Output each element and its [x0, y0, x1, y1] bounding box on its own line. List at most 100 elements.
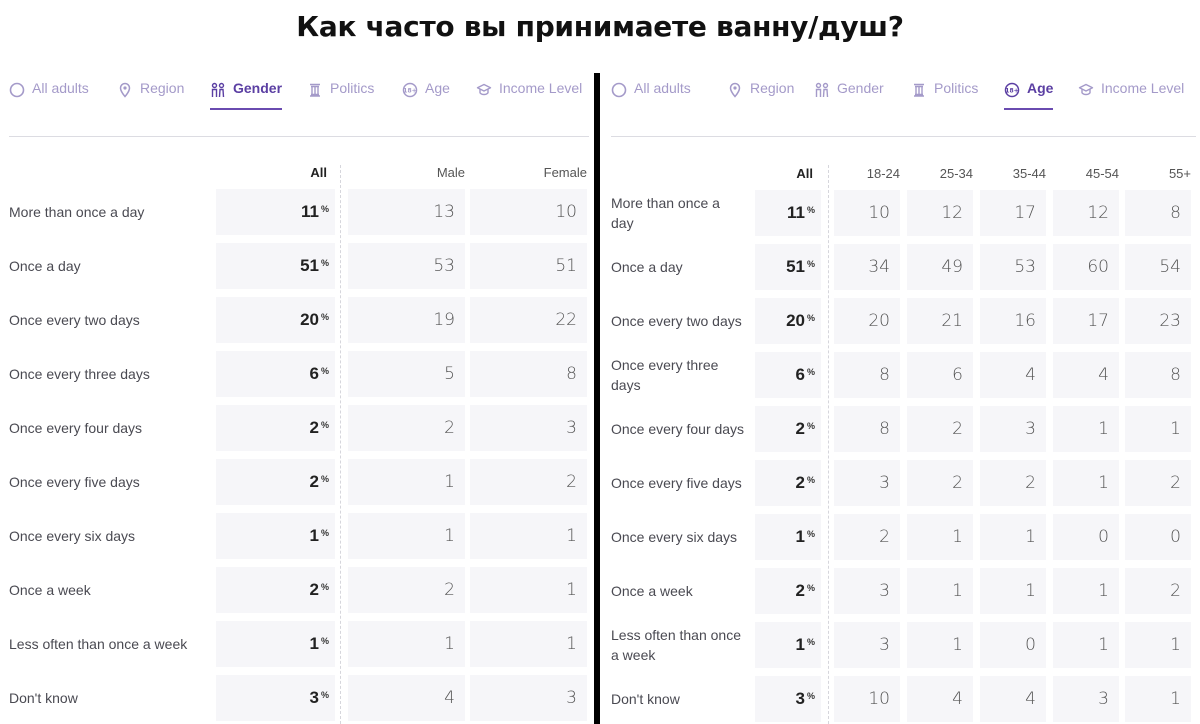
- value-text: 1: [1098, 635, 1109, 655]
- value-text: 13: [433, 202, 455, 222]
- percent-sign: %: [806, 583, 815, 593]
- cell-value: 1: [348, 459, 465, 505]
- value-text: 1: [566, 634, 577, 654]
- all-value: 20: [300, 310, 319, 329]
- tab-age[interactable]: 18+ Age: [1004, 80, 1054, 112]
- cell-value: 2: [470, 459, 587, 505]
- tab-region[interactable]: Region: [727, 80, 794, 112]
- row-label: More than once a day: [611, 195, 720, 231]
- value-text: 54: [1159, 257, 1181, 277]
- row-label: Once every four days: [9, 420, 143, 436]
- cell-all: 6%: [755, 352, 821, 398]
- column-header-all: All: [310, 165, 327, 180]
- value-text: 20: [868, 311, 890, 331]
- all-value: 2: [309, 418, 319, 437]
- tab-region[interactable]: Region: [117, 80, 184, 112]
- tab-label: All adults: [32, 80, 89, 96]
- all-value: 11: [787, 203, 805, 222]
- circle-icon: [9, 82, 25, 98]
- cell-value: 2: [348, 567, 465, 613]
- cell-value: 3: [470, 405, 587, 451]
- value-text: 1: [952, 581, 963, 601]
- cell-value: 20: [834, 298, 900, 344]
- cell-value: 1: [348, 621, 465, 667]
- all-column-separator: [340, 165, 341, 724]
- value-text: 2: [879, 527, 890, 547]
- cell-all: 11%: [216, 189, 335, 235]
- cell-value: 12: [1053, 190, 1119, 236]
- tab-politics[interactable]: Politics: [307, 80, 374, 112]
- value-text: 1: [952, 635, 963, 655]
- cell-all: 51%: [755, 244, 821, 290]
- value-text: 0: [1098, 527, 1109, 547]
- value-text: 3: [879, 581, 890, 601]
- cell-value: 3: [834, 568, 900, 614]
- all-value: 6: [309, 364, 319, 383]
- gender-icon: [211, 82, 225, 98]
- value-text: 8: [879, 365, 890, 385]
- cell-value: 1: [1053, 460, 1119, 506]
- all-value: 1: [795, 527, 805, 546]
- value-text: 0: [1170, 527, 1181, 547]
- cell-value: 0: [1053, 514, 1119, 560]
- cell-all: 2%: [755, 568, 821, 614]
- cell-value: 4: [348, 675, 465, 721]
- cell-value: 53: [980, 244, 1046, 290]
- cell-value: 8: [1125, 190, 1191, 236]
- tab-income[interactable]: Income Level: [1078, 80, 1184, 112]
- cell-all: 3%: [216, 675, 335, 721]
- value-text: 49: [941, 257, 963, 277]
- row-label: Once every five days: [9, 474, 140, 490]
- percent-sign: %: [806, 367, 815, 377]
- cell-value: 10: [834, 676, 900, 722]
- column-header-all: All: [796, 166, 813, 181]
- cell-value: 17: [1053, 298, 1119, 344]
- percent-sign: %: [320, 204, 329, 214]
- value-text: 4: [952, 689, 963, 709]
- tab-all[interactable]: All adults: [611, 80, 691, 112]
- panel-divider: [594, 73, 600, 724]
- cell-value: 49: [907, 244, 973, 290]
- all-value: 3: [309, 688, 319, 707]
- tab-all[interactable]: All adults: [9, 80, 89, 112]
- value-text: 6: [952, 365, 963, 385]
- row-label: Once a day: [9, 258, 81, 274]
- cell-value: 3: [1053, 676, 1119, 722]
- value-text: 17: [1014, 203, 1036, 223]
- cell-value: 1: [1053, 568, 1119, 614]
- column-header: 25-34: [939, 166, 973, 181]
- value-text: 1: [952, 527, 963, 547]
- value-text: 10: [868, 203, 890, 223]
- tab-label: Politics: [934, 80, 979, 96]
- value-text: 0: [1025, 635, 1036, 655]
- tab-politics[interactable]: Politics: [911, 80, 978, 112]
- value-text: 34: [868, 257, 890, 277]
- row-label: Once every three days: [611, 357, 719, 393]
- all-value: 2: [309, 472, 319, 491]
- percent-sign: %: [320, 474, 329, 484]
- tab-income[interactable]: Income Level: [476, 80, 582, 112]
- value-text: 2: [1025, 473, 1036, 493]
- tab-age[interactable]: 18+ Age: [402, 80, 450, 112]
- column-header: Female: [543, 165, 587, 180]
- cell-value: 2: [834, 514, 900, 560]
- cell-value: 2: [980, 460, 1046, 506]
- row-label: Once every two days: [611, 313, 742, 329]
- value-text: 3: [566, 418, 577, 438]
- value-text: 53: [433, 256, 455, 276]
- tab-gender[interactable]: Gender: [210, 80, 283, 112]
- value-text: 12: [941, 203, 963, 223]
- value-text: 53: [1014, 257, 1036, 277]
- row-label: Once a week: [9, 582, 91, 598]
- tab-gender[interactable]: Gender: [814, 80, 884, 112]
- value-text: 2: [444, 418, 455, 438]
- tab-label: Politics: [330, 80, 375, 96]
- cell-value: 0: [1125, 514, 1191, 560]
- percent-sign: %: [320, 312, 329, 322]
- percent-sign: %: [806, 475, 815, 485]
- cell-all: 1%: [755, 622, 821, 668]
- column-header: 18-24: [866, 166, 900, 181]
- cell-value: 2: [348, 405, 465, 451]
- value-text: 17: [1087, 311, 1109, 331]
- gender-icon: [815, 82, 829, 98]
